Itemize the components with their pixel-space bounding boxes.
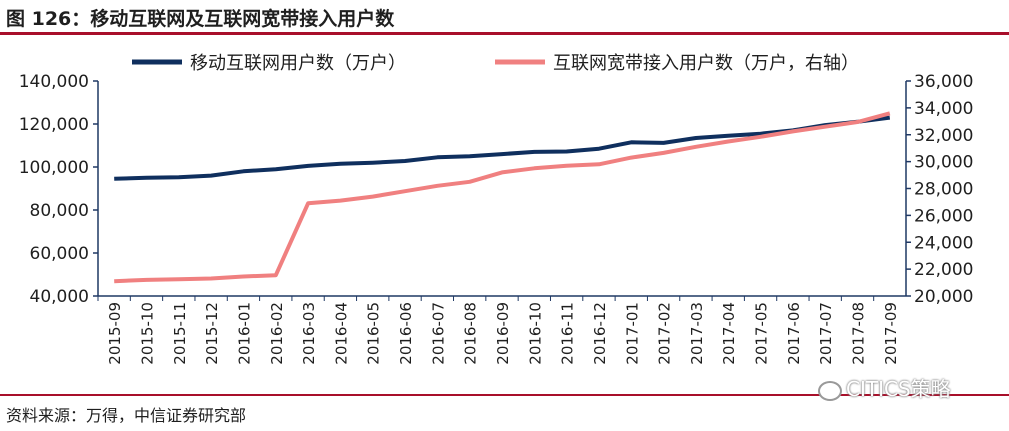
x-tick-label: 2016-07 [429, 302, 447, 365]
top-rule [0, 32, 1009, 35]
series-line-broadband [114, 111, 891, 284]
legend-label-mobile: 移动互联网用户数（万户） [190, 53, 406, 74]
x-tick-label: 2017-09 [882, 302, 900, 365]
right-tick-label: 20,000 [914, 287, 973, 307]
wechat-icon [818, 380, 842, 401]
x-tick-label: 2017-01 [623, 302, 641, 365]
x-tick-label: 2017-04 [720, 302, 738, 365]
left-tick-label: 100,000 [19, 158, 89, 178]
x-tick-label: 2016-03 [300, 302, 318, 365]
x-tick-label: 2017-07 [817, 302, 835, 365]
chart: 移动互联网用户数（万户） 互联网宽带接入用户数（万户，右轴） 40,000 60,… [19, 53, 974, 365]
x-tick-label: 2016-04 [332, 302, 350, 365]
x-tick-label: 2017-02 [656, 302, 674, 365]
x-tick-label: 2015-10 [138, 302, 156, 365]
right-tick-label: 26,000 [914, 206, 973, 226]
chart-title: 图 126：移动互联网及互联网宽带接入用户数 [6, 8, 395, 30]
x-tick-label: 2017-03 [688, 302, 706, 365]
watermark-text: CITICS策略 [846, 377, 951, 401]
right-tick-label: 34,000 [914, 99, 973, 119]
right-tick-label: 36,000 [914, 72, 973, 92]
watermark: CITICS策略 [818, 373, 951, 402]
right-tick-label: 24,000 [914, 233, 973, 253]
x-tick-label: 2016-09 [494, 302, 512, 365]
left-tick-label: 120,000 [19, 115, 89, 135]
bottom-rule [0, 394, 1009, 396]
left-tick-label: 140,000 [19, 72, 89, 92]
x-tick-label: 2016-02 [268, 302, 286, 365]
left-tick-label: 40,000 [30, 287, 89, 307]
x-tick-label: 2015-09 [106, 302, 124, 365]
legend-label-broadband: 互联网宽带接入用户数（万户，右轴） [553, 53, 859, 74]
x-tick-label: 2017-08 [850, 302, 868, 365]
x-tick-label: 2016-08 [462, 302, 480, 365]
x-tick-label: 2016-10 [526, 302, 544, 365]
x-tick-label: 2016-06 [397, 302, 415, 365]
source-note: 资料来源：万得，中信证券研究部 [6, 406, 247, 425]
x-tick-label: 2017-06 [785, 302, 803, 365]
x-tick-label: 2016-11 [559, 302, 577, 365]
left-tick-label: 60,000 [30, 244, 89, 264]
right-tick-label: 32,000 [914, 126, 973, 146]
x-tick-label: 2015-11 [171, 302, 189, 365]
right-tick-label: 22,000 [914, 260, 973, 280]
right-tick-label: 30,000 [914, 153, 973, 173]
left-tick-label: 80,000 [30, 201, 89, 221]
x-tick-label: 2016-05 [365, 302, 383, 365]
series-line-mobile [114, 115, 891, 181]
x-tick-label: 2016-01 [235, 302, 253, 365]
right-tick-label: 28,000 [914, 180, 973, 200]
x-tick-label: 2016-12 [591, 302, 609, 365]
x-tick-label: 2015-12 [203, 302, 221, 365]
x-tick-label: 2017-05 [753, 302, 771, 365]
